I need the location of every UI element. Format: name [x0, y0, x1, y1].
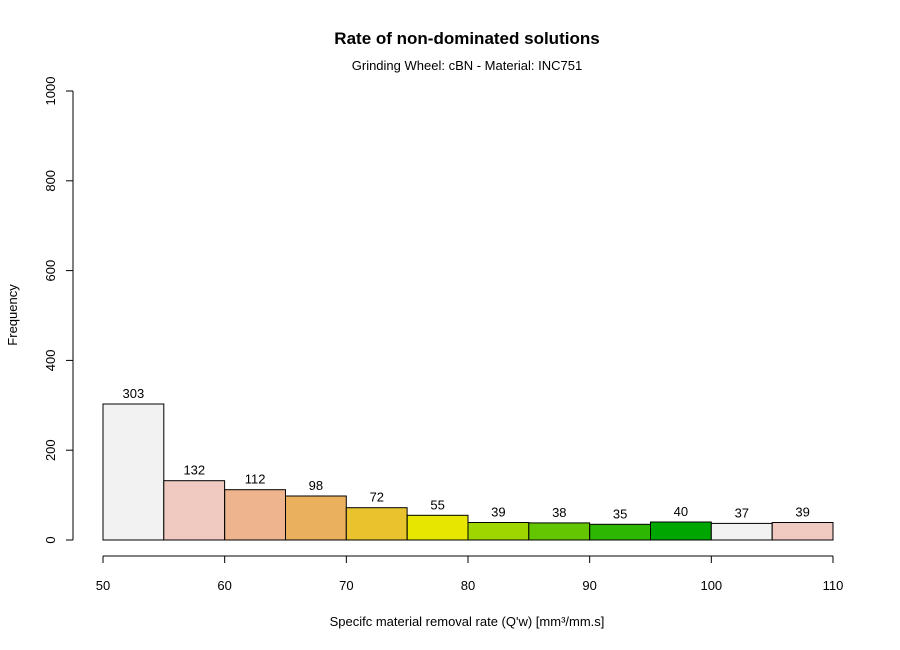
x-tick-label-0: 50	[96, 578, 110, 593]
histogram-bar-5	[406, 514, 469, 541]
bar-value-label-5: 55	[430, 497, 444, 512]
x-tick-label-2: 70	[339, 578, 353, 593]
y-axis: 0 200 400 600 800 1000	[43, 77, 74, 544]
histogram-bar-3	[285, 495, 347, 541]
bar-value-label-10: 37	[735, 505, 749, 520]
y-tick-label-5: 1000	[43, 77, 58, 106]
y-tick-label-3: 600	[43, 260, 58, 282]
bar-value-label-0: 303	[123, 386, 145, 401]
x-tick-label-6: 110	[823, 578, 844, 593]
histogram-bar-11	[771, 522, 834, 541]
x-axis: 50 60 70 80 90 100 110	[96, 555, 844, 593]
histogram-bar-4	[345, 507, 408, 541]
histogram-bar-9	[650, 521, 712, 541]
y-tick-label-1: 200	[43, 439, 58, 461]
bar-value-label-11: 39	[795, 505, 809, 520]
histogram-bar-0	[102, 403, 165, 541]
bars-layer	[102, 403, 834, 541]
histogram-bar-7	[528, 522, 591, 541]
chart-subtitle: Grinding Wheel: cBN - Material: INC751	[352, 58, 582, 73]
bar-value-label-7: 38	[552, 505, 566, 520]
bar-value-label-6: 39	[491, 505, 505, 520]
bar-value-label-4: 72	[370, 490, 384, 505]
x-axis-label: Specifc material removal rate (Q'w) [mm³…	[330, 614, 605, 629]
x-tick-label-1: 60	[217, 578, 231, 593]
x-tick-label-3: 80	[461, 578, 475, 593]
bar-value-label-8: 35	[613, 506, 627, 521]
data-labels-layer: 303 132 112 98 72 55 39 38 35 40 37 39	[123, 386, 810, 521]
y-tick-label-4: 800	[43, 170, 58, 192]
x-tick-label-5: 100	[700, 578, 722, 593]
bar-value-label-1: 132	[183, 463, 205, 478]
histogram-bar-8	[589, 523, 652, 541]
y-axis-label: Frequency	[5, 284, 20, 346]
chart-title: Rate of non-dominated solutions	[334, 29, 599, 48]
bar-value-label-3: 98	[309, 478, 323, 493]
histogram-bar-1	[163, 480, 226, 541]
histogram-bar-6	[467, 522, 530, 541]
bar-value-label-2: 112	[245, 472, 266, 487]
y-tick-label-0: 0	[43, 536, 58, 543]
y-tick-label-2: 400	[43, 350, 58, 372]
bar-value-label-9: 40	[674, 504, 688, 519]
histogram-bar-10	[710, 522, 773, 541]
histogram-bar-2	[224, 489, 286, 541]
x-tick-label-4: 90	[582, 578, 596, 593]
